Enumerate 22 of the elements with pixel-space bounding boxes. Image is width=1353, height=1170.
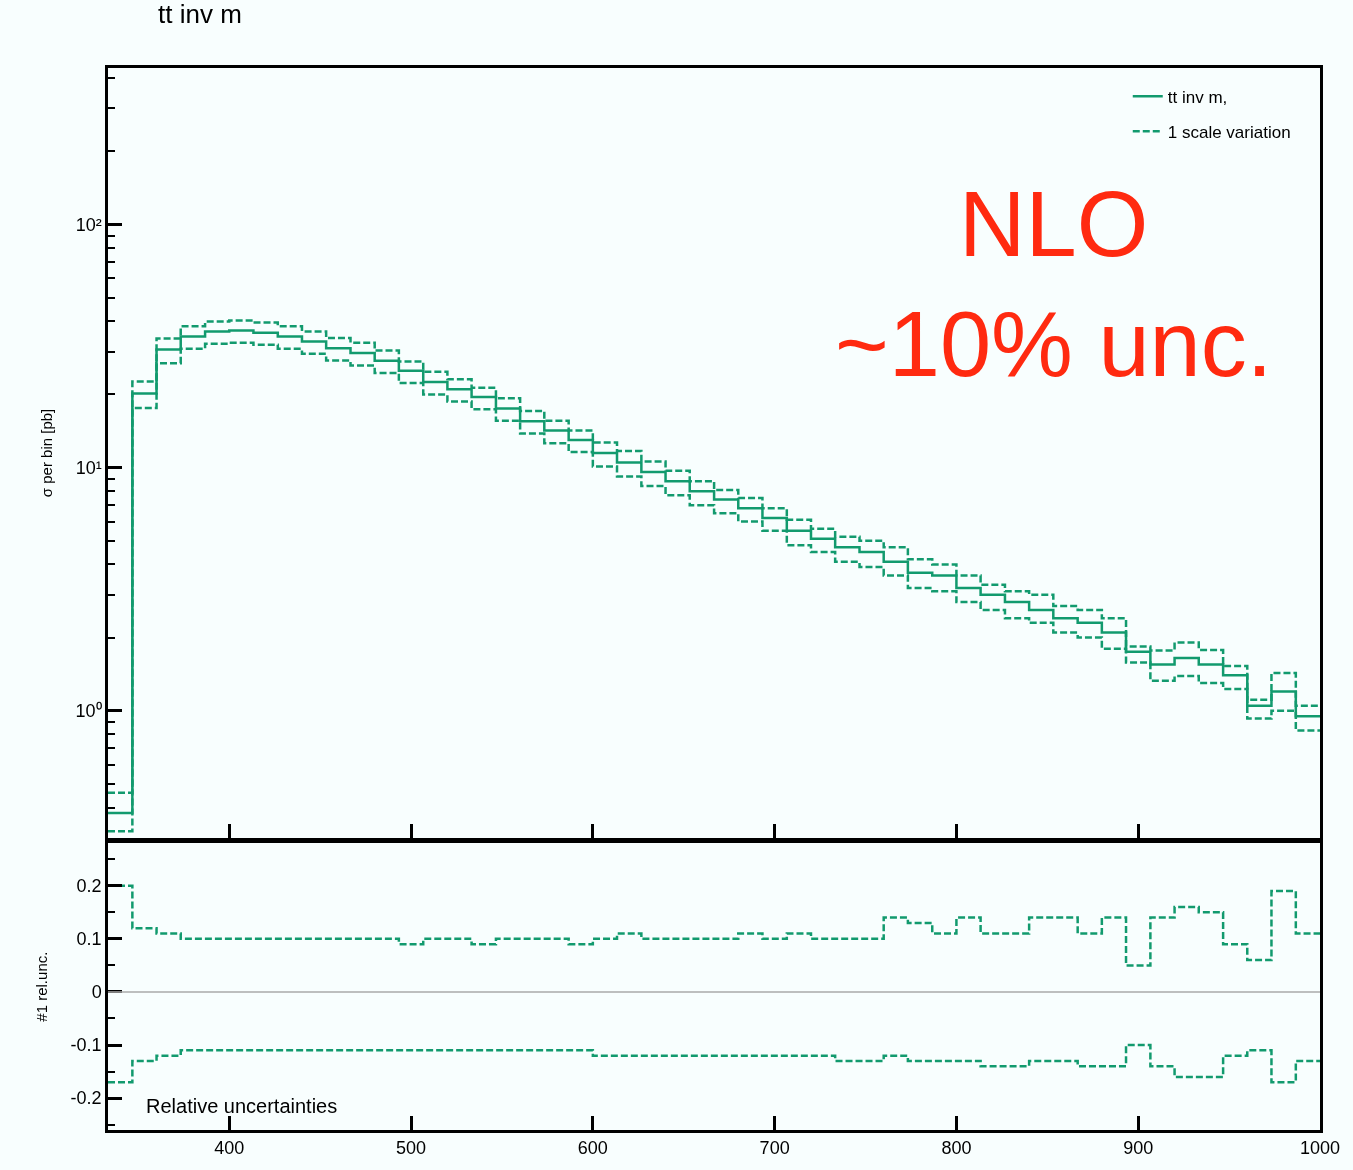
y-tick-label: -0.1 bbox=[70, 1035, 102, 1056]
x-tick-label: 400 bbox=[214, 1138, 245, 1159]
chart-title: tt inv m bbox=[158, 0, 242, 29]
y-tick-label: 10¹ bbox=[75, 457, 102, 478]
legend-label: tt inv m, bbox=[1167, 87, 1228, 107]
x-tick-label: 700 bbox=[759, 1138, 790, 1159]
annotation: Relative uncertainties bbox=[146, 1095, 338, 1117]
y-tick-label: 0 bbox=[91, 982, 102, 1003]
y-tick-label: -0.2 bbox=[70, 1088, 102, 1109]
legend-label: 1 scale variation bbox=[1167, 122, 1291, 142]
x-tick-label: 1000 bbox=[1299, 1138, 1341, 1159]
y-tick-label: 10² bbox=[75, 214, 102, 235]
annotation: NLO ~10% unc. bbox=[835, 173, 1273, 395]
x-tick-label: 600 bbox=[577, 1138, 608, 1159]
y-axis-title: #1 rel.unc. bbox=[32, 951, 50, 1022]
x-tick-label: 800 bbox=[941, 1138, 972, 1159]
y-tick-label: 10⁰ bbox=[75, 701, 102, 722]
y-tick-label: 0.1 bbox=[76, 929, 102, 950]
x-tick-label: 500 bbox=[396, 1138, 427, 1159]
y-tick-label: 0.2 bbox=[76, 876, 102, 897]
x-tick-label: 900 bbox=[1123, 1138, 1154, 1159]
y-axis-title: σ per bin [pb] bbox=[37, 408, 55, 498]
